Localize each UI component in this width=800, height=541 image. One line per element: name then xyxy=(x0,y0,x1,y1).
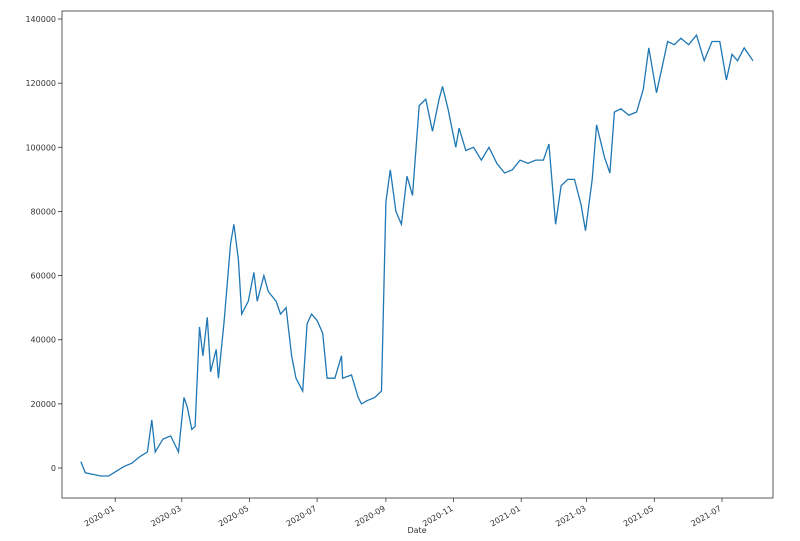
x-tick-label: 2020-11 xyxy=(421,504,454,529)
y-tick-label: 80000 xyxy=(31,207,56,216)
y-tick-label: 20000 xyxy=(31,400,56,409)
y-tick-label: 60000 xyxy=(31,272,56,281)
x-tick-label: 2021-03 xyxy=(554,504,587,529)
x-tick-label: 2020-09 xyxy=(353,504,386,529)
y-tick-label: 120000 xyxy=(25,79,56,88)
y-tick-label: 0 xyxy=(51,464,56,473)
y-tick-label: 140000 xyxy=(25,15,56,24)
x-tick-label: 2020-07 xyxy=(285,504,318,529)
x-tick-label: 2021-05 xyxy=(622,504,655,529)
x-tick-label: 2020-05 xyxy=(217,504,250,529)
x-axis-label: Date xyxy=(407,526,426,535)
y-tick-label: 40000 xyxy=(31,336,56,345)
x-tick-label: 2020-03 xyxy=(149,504,182,529)
plot-frame xyxy=(61,10,774,499)
x-tick-label: 2021-07 xyxy=(690,504,723,529)
x-tick-label: 2020-01 xyxy=(83,504,116,529)
y-tick-label: 100000 xyxy=(25,143,56,152)
line xyxy=(80,33,754,477)
x-tick-label: 2021-01 xyxy=(489,504,522,529)
